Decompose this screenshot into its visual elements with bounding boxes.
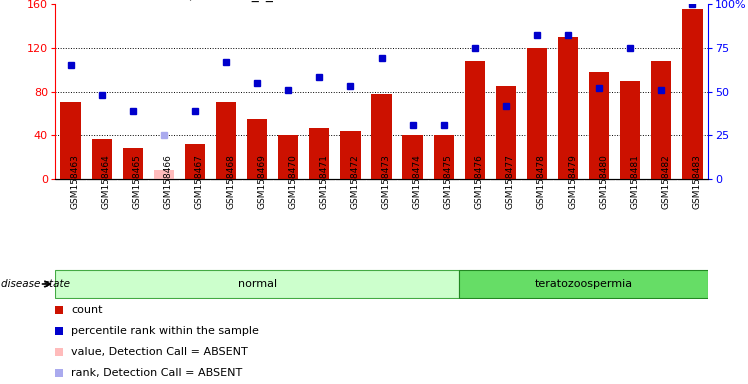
Text: GSM158474: GSM158474	[413, 154, 422, 209]
Bar	[278, 135, 298, 179]
Bar	[372, 94, 392, 179]
Bar	[465, 61, 485, 179]
Bar	[434, 135, 454, 179]
Text: GSM158468: GSM158468	[226, 154, 235, 209]
Bar	[589, 72, 610, 179]
Text: GSM158482: GSM158482	[661, 154, 670, 209]
Text: GSM158483: GSM158483	[693, 154, 702, 209]
Bar	[402, 135, 423, 179]
Text: GSM158477: GSM158477	[506, 154, 515, 209]
Text: GSM158465: GSM158465	[132, 154, 141, 209]
Bar	[91, 139, 111, 179]
Bar	[620, 81, 640, 179]
Bar	[652, 61, 672, 179]
Text: GSM158473: GSM158473	[381, 154, 390, 209]
Text: normal: normal	[238, 279, 277, 289]
Text: GSM158479: GSM158479	[568, 154, 577, 209]
Text: GSM158472: GSM158472	[350, 154, 359, 209]
Text: GSM158471: GSM158471	[319, 154, 328, 209]
Bar	[558, 37, 578, 179]
Text: GSM158466: GSM158466	[164, 154, 173, 209]
Text: GDS2697 / 207688_s_at: GDS2697 / 207688_s_at	[120, 0, 287, 2]
Text: GSM158475: GSM158475	[444, 154, 453, 209]
Bar	[309, 127, 329, 179]
Text: GSM158469: GSM158469	[257, 154, 266, 209]
Bar	[154, 170, 174, 179]
Text: GSM158480: GSM158480	[599, 154, 608, 209]
Text: GSM158463: GSM158463	[70, 154, 79, 209]
Text: percentile rank within the sample: percentile rank within the sample	[72, 326, 260, 336]
Bar	[682, 10, 702, 179]
Text: value, Detection Call = ABSENT: value, Detection Call = ABSENT	[72, 347, 248, 357]
Text: GSM158476: GSM158476	[475, 154, 484, 209]
Bar	[340, 131, 361, 179]
Text: teratozoospermia: teratozoospermia	[535, 279, 633, 289]
Text: GSM158478: GSM158478	[537, 154, 546, 209]
Text: rank, Detection Call = ABSENT: rank, Detection Call = ABSENT	[72, 368, 242, 378]
Bar	[496, 86, 516, 179]
Bar	[55, 270, 459, 298]
Bar	[527, 48, 547, 179]
Text: GSM158481: GSM158481	[631, 154, 640, 209]
Bar	[185, 144, 205, 179]
Bar	[123, 148, 143, 179]
Bar	[247, 119, 267, 179]
Bar	[216, 103, 236, 179]
Text: disease state: disease state	[1, 279, 70, 289]
Text: count: count	[72, 305, 103, 314]
Text: GSM158467: GSM158467	[195, 154, 204, 209]
Text: GSM158470: GSM158470	[288, 154, 297, 209]
Bar	[459, 270, 708, 298]
Text: GSM158464: GSM158464	[102, 154, 111, 209]
Bar	[61, 103, 81, 179]
